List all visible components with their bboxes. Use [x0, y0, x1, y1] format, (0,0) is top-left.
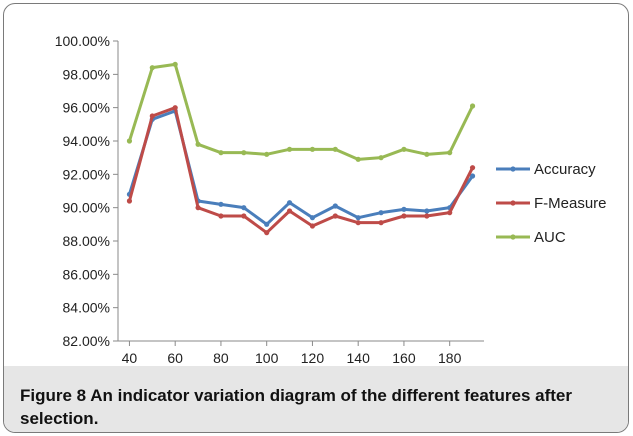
legend-marker-accuracy	[510, 166, 516, 172]
x-tick-label: 100	[255, 350, 279, 366]
data-point-f-measure	[264, 230, 270, 236]
y-tick-label: 86.00%	[63, 266, 110, 282]
legend-label-f-measure: F-Measure	[534, 195, 607, 212]
legend-marker-auc	[510, 234, 516, 240]
chart-series	[126, 61, 476, 236]
data-point-f-measure	[241, 213, 247, 219]
x-tick-label: 60	[167, 350, 183, 366]
x-tick-label: 40	[122, 350, 138, 366]
data-point-auc	[469, 103, 476, 109]
data-point-f-measure	[401, 213, 407, 219]
data-point-auc	[378, 155, 384, 161]
y-tick-label: 90.00%	[63, 200, 110, 216]
data-point-f-measure	[172, 105, 178, 111]
chart-legend: Accuracy F-Measure AUC	[496, 161, 607, 246]
caption-band	[4, 366, 628, 432]
data-point-f-measure	[424, 213, 430, 219]
x-tick-label: 80	[213, 350, 229, 366]
x-tick-label: 120	[301, 350, 325, 366]
data-point-auc	[264, 151, 270, 157]
legend-label-accuracy: Accuracy	[534, 161, 596, 178]
data-point-auc	[241, 150, 247, 156]
data-point-auc	[355, 156, 361, 162]
y-tick-label: 88.00%	[63, 233, 110, 249]
data-point-f-measure	[149, 113, 155, 119]
data-point-f-measure	[378, 220, 384, 226]
data-point-accuracy	[218, 201, 224, 207]
series-line-auc	[128, 62, 474, 161]
data-point-accuracy	[355, 215, 361, 221]
y-tick-label: 100.00%	[55, 33, 110, 49]
data-point-accuracy	[241, 205, 247, 211]
figure-caption: Figure 8 An indicator variation diagram …	[20, 384, 610, 430]
figure-caption-text: Figure 8 An indicator variation diagram …	[20, 386, 572, 428]
y-tick-label: 94.00%	[63, 133, 110, 149]
data-point-auc	[126, 138, 133, 144]
data-point-f-measure	[218, 213, 224, 219]
data-point-auc	[309, 146, 316, 152]
data-point-accuracy	[469, 173, 476, 179]
data-point-f-measure	[447, 210, 453, 216]
data-point-auc	[218, 150, 224, 156]
data-point-accuracy	[309, 215, 316, 221]
data-point-auc	[149, 65, 155, 71]
chart-axes: 82.00% 84.00% 86.00% 88.00% 90.00% 92.00% 94.0…	[55, 33, 484, 366]
y-tick-label: 96.00%	[63, 100, 110, 116]
series-line-f-measure	[127, 106, 474, 235]
data-point-auc	[401, 146, 407, 152]
data-point-accuracy	[286, 200, 293, 206]
legend-marker-f-measure	[510, 200, 516, 206]
data-point-f-measure	[286, 208, 293, 214]
data-point-f-measure	[355, 220, 361, 226]
data-point-f-measure	[126, 198, 133, 204]
data-point-accuracy	[424, 208, 430, 214]
data-point-f-measure	[469, 165, 476, 171]
data-point-f-measure	[309, 223, 316, 229]
y-tick-label: 98.00%	[63, 66, 110, 82]
x-tick-label: 140	[347, 350, 371, 366]
data-point-auc	[172, 61, 178, 67]
data-point-auc	[424, 151, 430, 157]
data-point-accuracy	[264, 221, 270, 227]
legend-label-auc: AUC	[534, 229, 566, 246]
figure-frame: 82.00% 84.00% 86.00% 88.00% 90.00% 92.00% 94.0…	[3, 3, 629, 433]
data-point-accuracy	[378, 210, 384, 216]
y-tick-label: 84.00%	[63, 300, 110, 316]
data-point-auc	[447, 150, 453, 156]
line-chart: 82.00% 84.00% 86.00% 88.00% 90.00% 92.00% 94.0…	[55, 33, 607, 366]
data-point-accuracy	[401, 206, 407, 212]
data-point-auc	[195, 141, 201, 147]
y-tick-label: 92.00%	[63, 166, 110, 182]
x-tick-label: 160	[392, 350, 416, 366]
y-tick-label: 82.00%	[63, 333, 110, 349]
data-point-accuracy	[332, 203, 338, 209]
data-point-auc	[332, 146, 338, 152]
data-point-f-measure	[195, 205, 201, 211]
data-point-f-measure	[332, 213, 338, 219]
data-point-auc	[286, 146, 293, 152]
x-tick-label: 180	[438, 350, 462, 366]
